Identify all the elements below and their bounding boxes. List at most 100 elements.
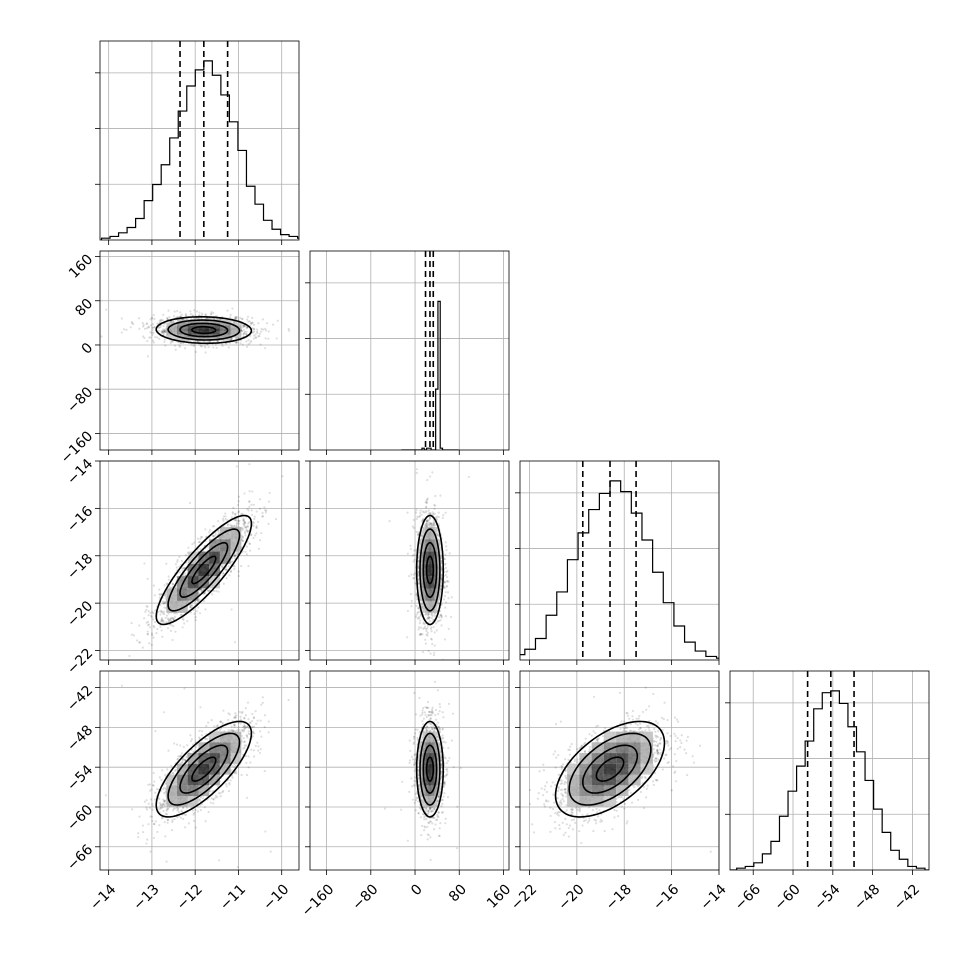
sample-point [200,312,204,315]
sample-point [236,316,239,319]
sample-point [162,328,165,331]
sample-point [417,574,420,577]
sample-point [432,520,435,523]
sample-point [245,326,248,329]
sample-point [242,517,245,520]
sample-point [170,624,173,627]
sample-point [250,503,253,506]
sample-point [252,503,255,506]
sample-point [415,530,418,534]
sample-point [145,322,149,325]
density-cell [209,328,220,332]
density-cell [230,334,242,338]
sample-point [241,529,244,532]
sample-point [236,503,240,507]
sample-point [179,315,182,318]
sample-point [443,563,446,566]
sample-point [132,634,136,637]
sample-point [169,619,172,622]
sample-point [265,322,269,325]
sample-point [313,565,315,567]
sample-point [235,317,238,320]
density-cell [187,325,199,329]
sample-point [178,555,181,559]
sample-point [182,618,185,621]
density-cell [219,322,231,326]
sample-point [162,331,165,334]
sample-point [171,582,174,585]
y-tick-label: −22 [64,646,96,678]
sample-point [440,554,443,557]
sample-point [442,598,446,601]
sample-point [150,615,153,619]
sample-point [420,520,424,523]
sample-point [235,552,239,555]
sample-point [233,519,236,522]
sample-point [417,628,420,631]
sample-point [240,564,243,568]
sample-point [251,521,255,524]
sample-point [165,614,169,617]
sample-point [418,633,422,636]
sample-point [167,575,170,578]
sample-point [159,603,162,607]
sample-point [186,620,189,623]
sample-point [259,539,262,542]
density-cell [230,322,242,326]
sample-point [440,614,443,617]
sample-point [138,624,141,627]
sample-point [422,622,425,625]
sample-point [276,319,279,322]
sample-point [211,534,215,537]
sample-point [271,323,275,326]
sample-point [425,524,429,527]
sample-point [182,566,185,570]
sample-point [173,344,177,347]
sample-point [100,335,103,338]
sample-point [169,617,172,620]
sample-point [250,322,253,326]
sample-point [163,593,167,597]
sample-point [207,589,211,592]
sample-point [248,505,251,508]
sample-point [146,633,150,636]
sample-point [154,335,157,339]
sample-point [424,642,427,645]
sample-point [428,516,432,520]
sample-point [158,596,161,599]
sample-point [435,629,438,632]
sample-point [245,345,249,348]
sample-point [254,534,257,537]
sample-point [183,622,186,625]
sample-point [431,471,434,474]
sample-point [217,529,220,532]
sample-point [162,330,165,333]
sample-point [158,593,161,596]
density-cell [209,563,220,577]
sample-point [198,314,201,317]
sample-point [243,526,246,529]
panel-grid [310,251,509,450]
density-cell [230,539,242,552]
sample-point [450,596,453,599]
density-cell [166,325,178,329]
sample-point [413,549,416,552]
sample-point [224,517,227,521]
sample-point [211,593,214,596]
sample-point [105,308,108,311]
sample-point [159,620,162,623]
sample-point [409,544,412,547]
sample-point [195,610,198,613]
sample-point [161,612,165,615]
sample-point [239,342,242,345]
contour-line [155,316,253,345]
sample-point [160,629,163,632]
sample-point [168,620,171,623]
sample-point [260,327,263,331]
sample-point [413,571,417,575]
sample-point [194,618,197,622]
sample-point [235,523,238,526]
sample-point [373,587,375,589]
sample-point [248,500,251,503]
sample-point [416,515,419,518]
